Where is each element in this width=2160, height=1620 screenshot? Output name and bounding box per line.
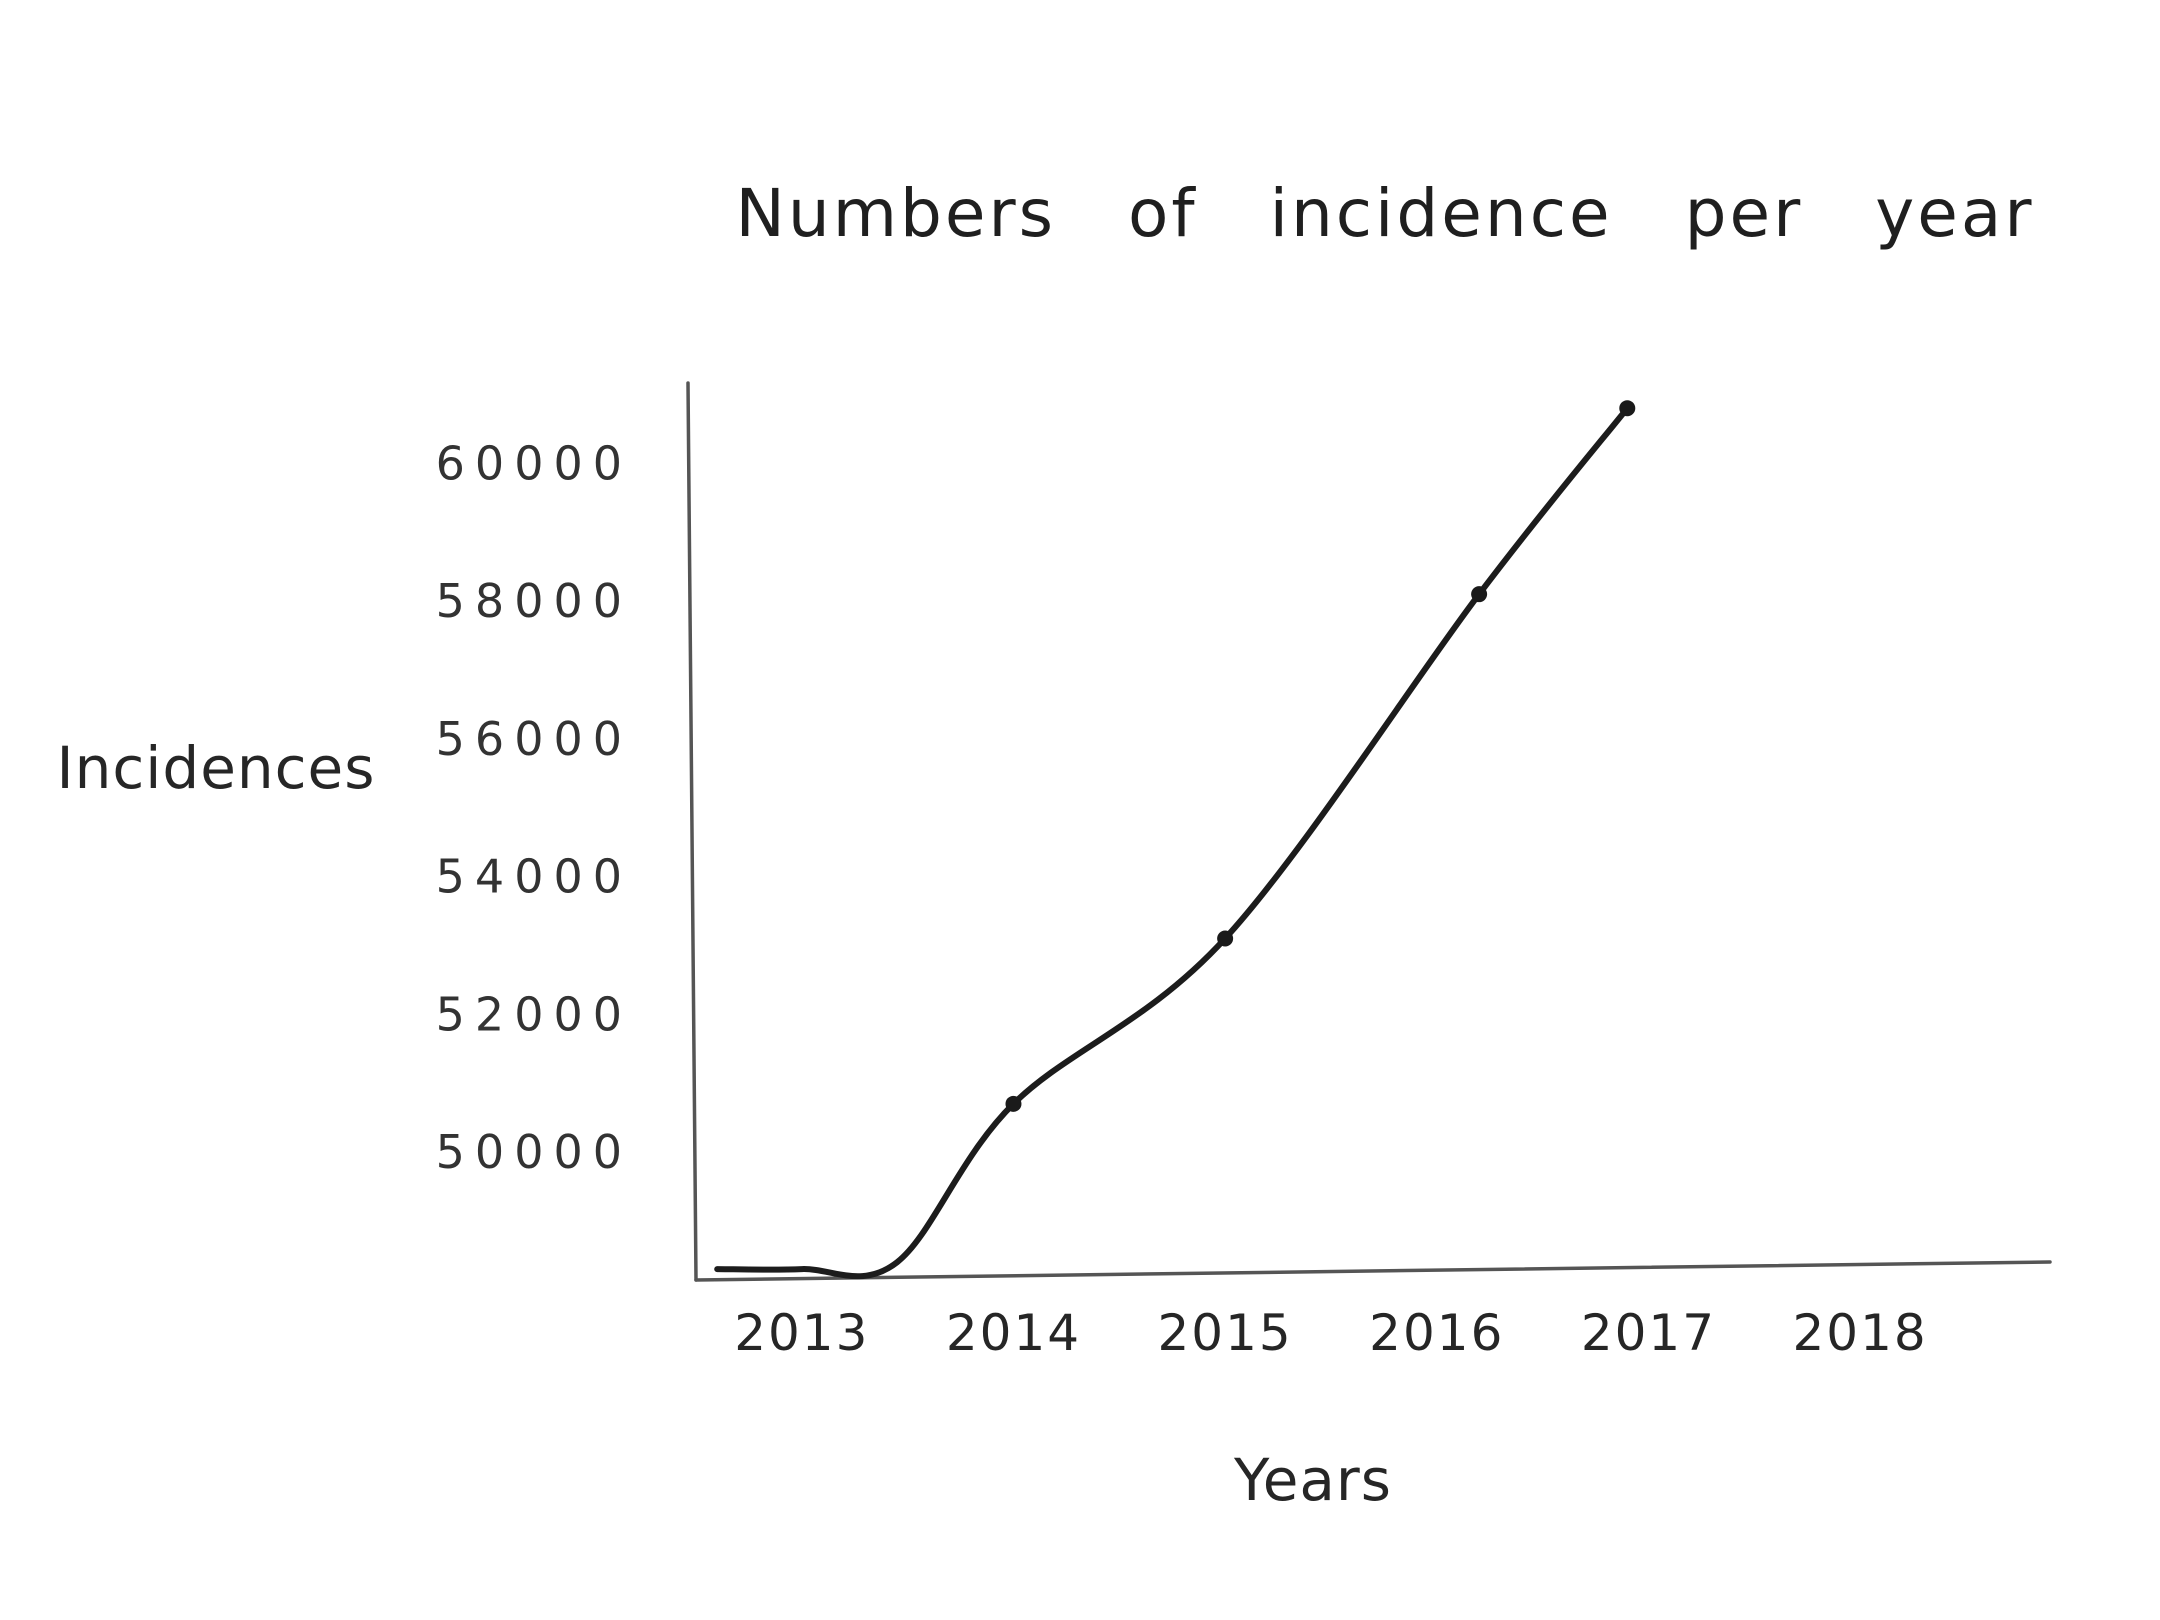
- x-axis: [694, 1260, 2052, 1282]
- data-point: [1217, 930, 1234, 947]
- x-tick-label: 2016: [1369, 1304, 1504, 1362]
- data-points: [1005, 400, 1636, 1112]
- data-point: [1619, 400, 1636, 417]
- x-tick-labels: 2013 2014 2015 2016 2017 2018: [734, 1304, 1927, 1362]
- x-tick-label: 2015: [1158, 1304, 1293, 1362]
- y-tick-label: 52000: [436, 987, 632, 1041]
- y-tick-label: 56000: [436, 712, 632, 766]
- x-tick-label: 2014: [946, 1304, 1081, 1362]
- data-point: [1471, 586, 1488, 603]
- x-axis-title: Years: [1233, 1446, 1392, 1514]
- y-axis-title: Incidences: [57, 734, 376, 802]
- data-point: [1005, 1095, 1022, 1112]
- chart-title: Numbers of incidence per year: [736, 175, 2035, 252]
- y-axis: [686, 381, 698, 1282]
- y-tick-labels: 60000 58000 56000 54000 52000 50000: [436, 436, 632, 1179]
- y-tick-label: 58000: [436, 574, 632, 628]
- x-tick-label: 2017: [1581, 1304, 1716, 1362]
- x-tick-label: 2013: [734, 1304, 869, 1362]
- y-tick-label: 54000: [436, 850, 632, 904]
- y-tick-label: 60000: [436, 436, 632, 490]
- series-line: [714, 405, 1631, 1280]
- x-tick-label: 2018: [1792, 1304, 1927, 1362]
- y-tick-label: 50000: [436, 1125, 632, 1179]
